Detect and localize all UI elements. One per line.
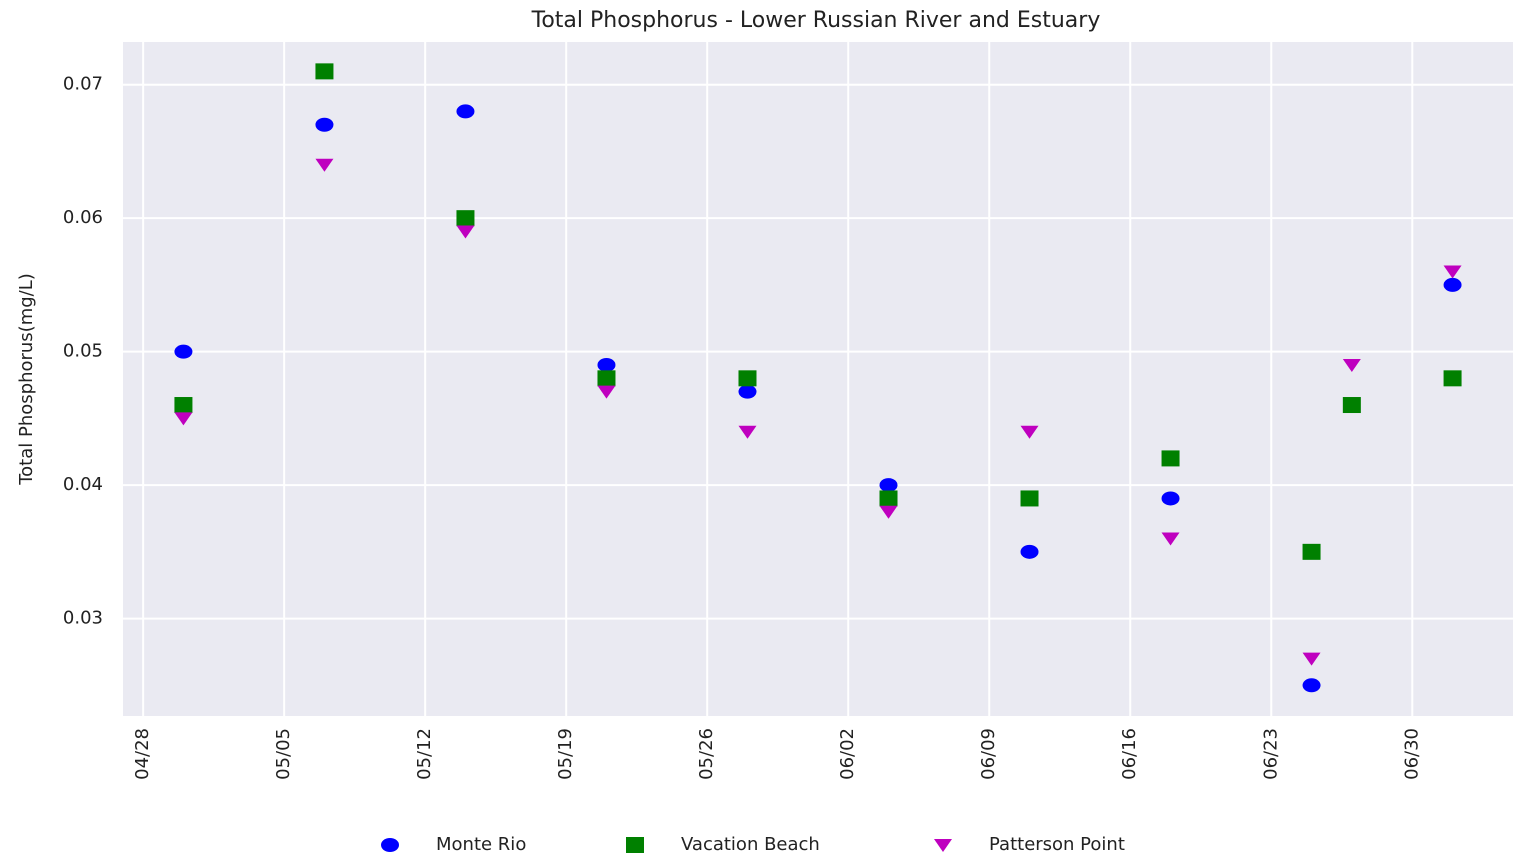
point	[1161, 491, 1180, 506]
x-tick-label: 06/02	[837, 728, 858, 780]
point	[315, 117, 334, 132]
plot-area	[123, 42, 1513, 716]
x-tick-label: 06/16	[1119, 728, 1140, 780]
y-tick-label: 0.07	[63, 74, 103, 95]
grid	[123, 42, 1513, 716]
point	[597, 357, 616, 372]
point	[1443, 370, 1462, 387]
point	[174, 397, 193, 414]
chart-title: Total Phosphorus - Lower Russian River a…	[531, 8, 1101, 33]
point	[597, 370, 616, 387]
x-tick-label: 06/23	[1260, 728, 1281, 780]
point	[1020, 490, 1039, 507]
legend-label: Vacation Beach	[681, 834, 820, 855]
y-tick-label: 0.06	[63, 207, 103, 228]
x-tick-label: 05/05	[273, 728, 294, 780]
point	[1161, 450, 1180, 467]
point	[1443, 277, 1462, 292]
point	[738, 425, 757, 439]
legend-marker	[934, 839, 952, 852]
y-axis-label: Total Phosphorus(mg/L)	[16, 273, 37, 486]
point	[1302, 652, 1321, 666]
point	[315, 63, 334, 80]
x-tick-label: 04/28	[132, 728, 153, 780]
point	[879, 505, 898, 519]
point	[315, 158, 334, 172]
point	[456, 225, 475, 239]
legend-marker	[381, 838, 399, 852]
y-tick-label: 0.03	[63, 608, 103, 629]
point	[456, 104, 475, 119]
point	[1020, 544, 1039, 559]
point	[1342, 397, 1361, 414]
point	[1342, 358, 1361, 372]
point	[879, 478, 898, 493]
y-tick-label: 0.05	[63, 341, 103, 362]
x-tick-label: 06/09	[978, 728, 999, 780]
legend-label: Patterson Point	[989, 834, 1125, 855]
point	[456, 210, 475, 227]
point	[174, 344, 193, 359]
point	[879, 490, 898, 507]
point	[174, 412, 193, 426]
legend-label: Monte Rio	[436, 834, 526, 855]
point	[1443, 265, 1462, 279]
point	[1302, 678, 1321, 693]
point	[597, 385, 616, 399]
point	[738, 384, 757, 399]
legend-marker	[626, 837, 644, 853]
x-tick-label: 05/12	[414, 728, 435, 780]
x-tick-label: 06/30	[1401, 728, 1422, 780]
point	[738, 370, 757, 387]
x-tick-label: 05/26	[696, 728, 717, 780]
point	[1302, 543, 1321, 560]
point	[1161, 532, 1180, 546]
point	[1020, 425, 1039, 439]
y-tick-label: 0.04	[63, 474, 103, 495]
x-tick-label: 05/19	[555, 728, 576, 780]
